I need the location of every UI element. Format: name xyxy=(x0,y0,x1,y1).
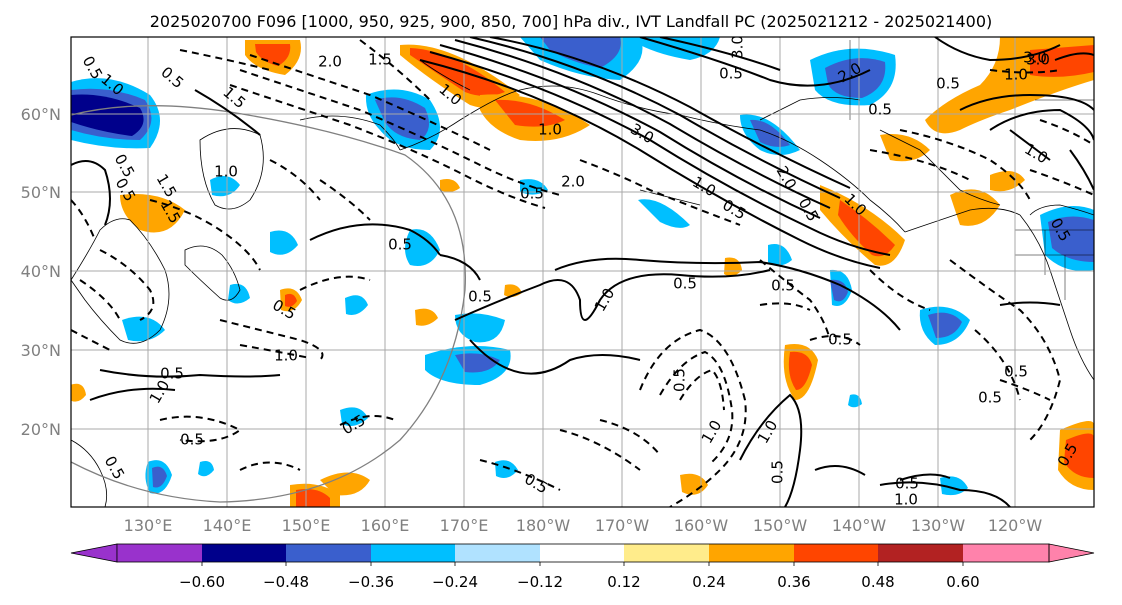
latitude-labels: 60°N 50°N 40°N 30°N 20°N xyxy=(21,105,61,439)
lon-label: 130°W xyxy=(911,516,966,535)
contour-label: 3.0 xyxy=(729,35,747,59)
contour-label: 2.0 xyxy=(561,173,585,191)
contour-label: 0.5 xyxy=(771,277,795,295)
lon-label: 180°W xyxy=(516,516,571,535)
colorbar-segment xyxy=(624,544,710,562)
contour-label: 0.5 xyxy=(719,65,743,83)
lat-label: 60°N xyxy=(21,105,61,124)
contour-label: 0.5 xyxy=(520,185,544,203)
negative-divergence-contours xyxy=(71,39,1094,507)
contour-label: 0.5 xyxy=(1004,363,1028,381)
lon-label: 140°E xyxy=(203,516,252,535)
contour-label: 0.5 xyxy=(160,365,184,383)
contour-label: 1.0 xyxy=(214,163,238,181)
contour-label: 0.5 xyxy=(468,288,492,306)
contour-label: 1.0 xyxy=(274,347,298,365)
map-frame xyxy=(70,36,1095,508)
contour-label: 0.5 xyxy=(769,460,787,484)
contour-label: 1.0 xyxy=(894,491,918,509)
contour-label: 1.0 xyxy=(1004,66,1028,84)
colorbar-segment xyxy=(455,544,541,562)
lon-label: 130°E xyxy=(124,516,173,535)
colorbar-segment xyxy=(540,544,625,562)
contour-label: 0.5 xyxy=(388,236,412,254)
divergence-contours xyxy=(71,37,1094,507)
colorbar-tick-label: −0.48 xyxy=(263,573,309,591)
contour-label: 0.5 xyxy=(828,331,852,349)
colorbar-extend-right xyxy=(1048,543,1095,563)
borders xyxy=(849,40,1094,300)
lon-label: 160°E xyxy=(361,516,410,535)
lon-label: 140°W xyxy=(832,516,887,535)
lon-label: 150°E xyxy=(282,516,331,535)
contour-label: 0.5 xyxy=(978,389,1002,407)
gridlines xyxy=(71,37,1094,507)
colorbar-segment xyxy=(117,544,203,562)
lon-label: 160°W xyxy=(674,516,729,535)
contour-label: 3.0 xyxy=(1023,49,1047,67)
colorbar-tick-label: 0.24 xyxy=(692,573,725,591)
colorbar-tick-label: 0.12 xyxy=(607,573,640,591)
figure-title: 2025020700 F096 [1000, 950, 925, 900, 85… xyxy=(150,12,992,31)
contour-label: 0.5 xyxy=(671,368,689,392)
contour-label: 1.0 xyxy=(538,121,562,139)
colorbar-tick-label: −0.12 xyxy=(517,573,563,591)
contour-label: 3.0 xyxy=(1026,51,1050,69)
colorbar-tick-label: 0.60 xyxy=(946,573,979,591)
colorbar-segment xyxy=(963,544,1050,562)
colorbar-segment xyxy=(878,544,964,562)
contour-label: 2.0 xyxy=(318,53,342,71)
contour-label: 0.5 xyxy=(895,475,919,493)
colorbar-tick-label: −0.24 xyxy=(432,573,478,591)
colorbar-tick-label: −0.36 xyxy=(348,573,394,591)
colorbar-tick-label: 0.36 xyxy=(777,573,810,591)
lon-label: 120°W xyxy=(988,516,1043,535)
contour-label: 0.5 xyxy=(868,101,892,119)
lon-label: 150°W xyxy=(753,516,808,535)
colorbar-frame xyxy=(116,543,1050,563)
lat-label: 30°N xyxy=(21,341,61,360)
longitude-labels: 130°E 140°E 150°E 160°E 170°E 180°W 170°W 160°W… xyxy=(124,516,1043,535)
colorbar-segment xyxy=(286,544,372,562)
contour-label: 1.5 xyxy=(368,51,392,69)
colorbar-segment xyxy=(202,544,287,562)
lat-label: 20°N xyxy=(21,420,61,439)
lon-label: 170°W xyxy=(595,516,650,535)
lat-label: 40°N xyxy=(21,262,61,281)
colorbar-tick-label: −0.60 xyxy=(179,573,225,591)
coastlines xyxy=(71,59,1094,507)
contour-label: 0.5 xyxy=(673,275,697,293)
contour-label: 0.5 xyxy=(936,75,960,93)
colorbar-tick-label: 0.48 xyxy=(861,573,894,591)
colorbar-extend-left xyxy=(70,543,118,563)
colorbar: −0.60 −0.48 −0.36 −0.24 −0.12 0.12 0.24 0.36 0.4… xyxy=(70,543,1095,591)
colorbar-segment xyxy=(371,544,456,562)
colorbar-segment xyxy=(709,544,795,562)
lon-label: 170°E xyxy=(440,516,489,535)
contour-label: 0.5 xyxy=(180,431,204,449)
lat-label: 50°N xyxy=(21,183,61,202)
map-area: 0.51.0 0.51.51.00.50.5 1.51.52.0 1.51.00.50… xyxy=(71,35,1094,509)
colorbar-segment xyxy=(794,544,879,562)
